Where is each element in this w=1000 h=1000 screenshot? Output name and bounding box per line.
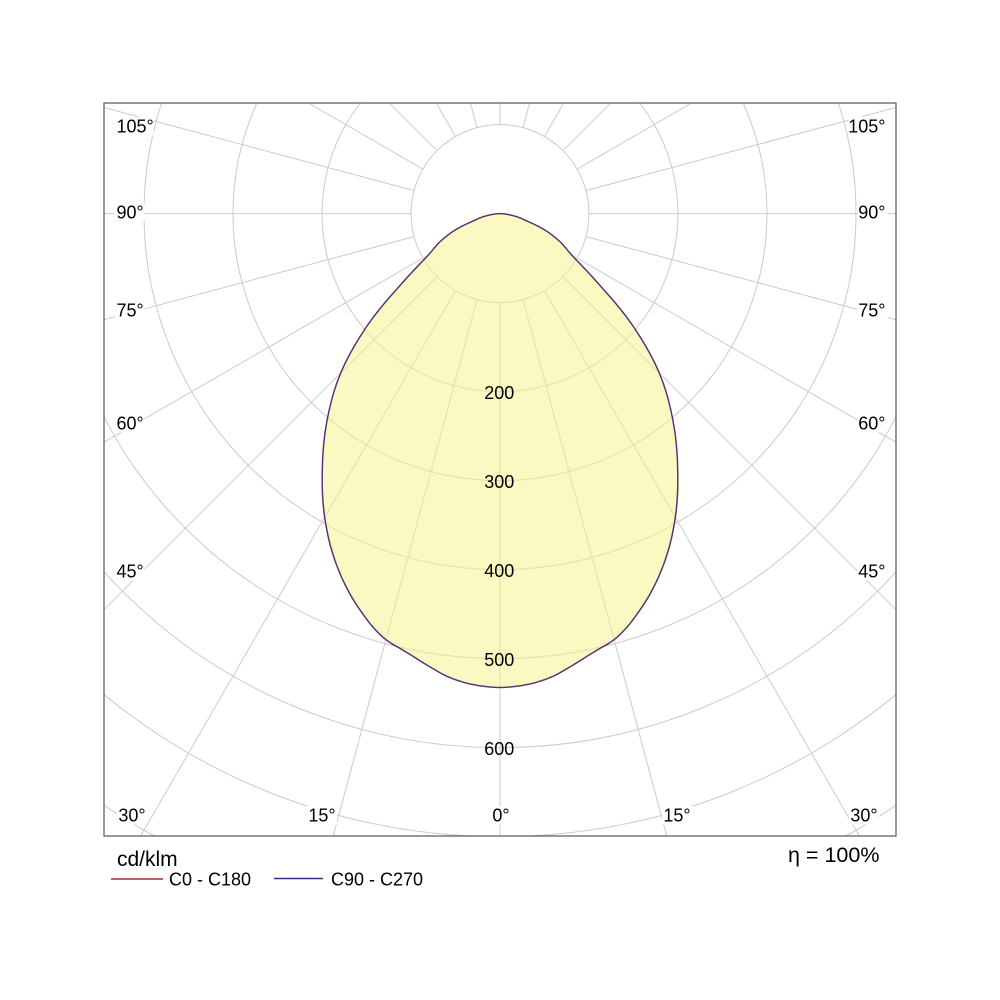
svg-text:0°: 0°: [492, 805, 509, 825]
svg-text:60°: 60°: [117, 413, 144, 433]
svg-text:600: 600: [484, 739, 514, 759]
svg-text:500: 500: [484, 650, 514, 670]
svg-text:200: 200: [484, 383, 514, 403]
svg-text:75°: 75°: [117, 300, 144, 320]
svg-text:30°: 30°: [118, 805, 145, 825]
svg-text:75°: 75°: [858, 300, 885, 320]
svg-text:15°: 15°: [308, 805, 335, 825]
svg-text:60°: 60°: [858, 413, 885, 433]
svg-text:15°: 15°: [663, 805, 690, 825]
svg-text:90°: 90°: [117, 202, 144, 222]
svg-text:300: 300: [484, 472, 514, 492]
svg-text:45°: 45°: [858, 561, 885, 581]
svg-text:C0 - C180: C0 - C180: [169, 870, 251, 890]
svg-text:C90 - C270: C90 - C270: [331, 870, 423, 890]
svg-text:105°: 105°: [117, 116, 154, 136]
svg-text:105°: 105°: [848, 116, 885, 136]
svg-text:30°: 30°: [850, 805, 877, 825]
svg-text:cd/klm: cd/klm: [117, 848, 178, 871]
svg-text:45°: 45°: [117, 561, 144, 581]
svg-text:η = 100%: η = 100%: [788, 843, 879, 867]
svg-text:400: 400: [484, 561, 514, 581]
svg-text:90°: 90°: [858, 202, 885, 222]
